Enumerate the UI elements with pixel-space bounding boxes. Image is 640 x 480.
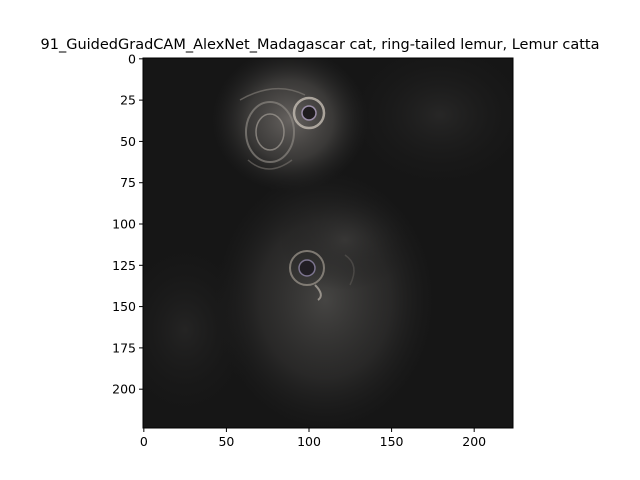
y-tick-label: 25 bbox=[120, 93, 136, 108]
x-tick-label: 150 bbox=[380, 434, 404, 449]
y-tick-label: 0 bbox=[128, 51, 136, 66]
saliency-image bbox=[143, 58, 513, 428]
x-tick-label: 200 bbox=[462, 434, 486, 449]
y-tick-label: 75 bbox=[120, 175, 136, 190]
x-tick-label: 0 bbox=[140, 434, 148, 449]
y-tick-label: 50 bbox=[120, 134, 136, 149]
y-tick-label: 125 bbox=[112, 258, 136, 273]
y-tick-label: 100 bbox=[112, 217, 136, 232]
lemur-face-upper bbox=[239, 87, 326, 170]
lemur-face-lower bbox=[289, 250, 355, 301]
y-tick-label: 200 bbox=[112, 382, 136, 397]
x-tick-label: 50 bbox=[218, 434, 234, 449]
y-axis: 0 25 50 75 100 125 150 175 200 bbox=[112, 51, 143, 397]
x-axis: 0 50 100 150 200 bbox=[140, 428, 486, 449]
y-tick-label: 175 bbox=[112, 340, 136, 355]
image-frame bbox=[142, 57, 514, 429]
x-tick-label: 100 bbox=[297, 434, 321, 449]
figure-title: 91_GuidedGradCAM_AlexNet_Madagascar cat,… bbox=[41, 37, 600, 53]
y-tick-label: 150 bbox=[112, 299, 136, 314]
